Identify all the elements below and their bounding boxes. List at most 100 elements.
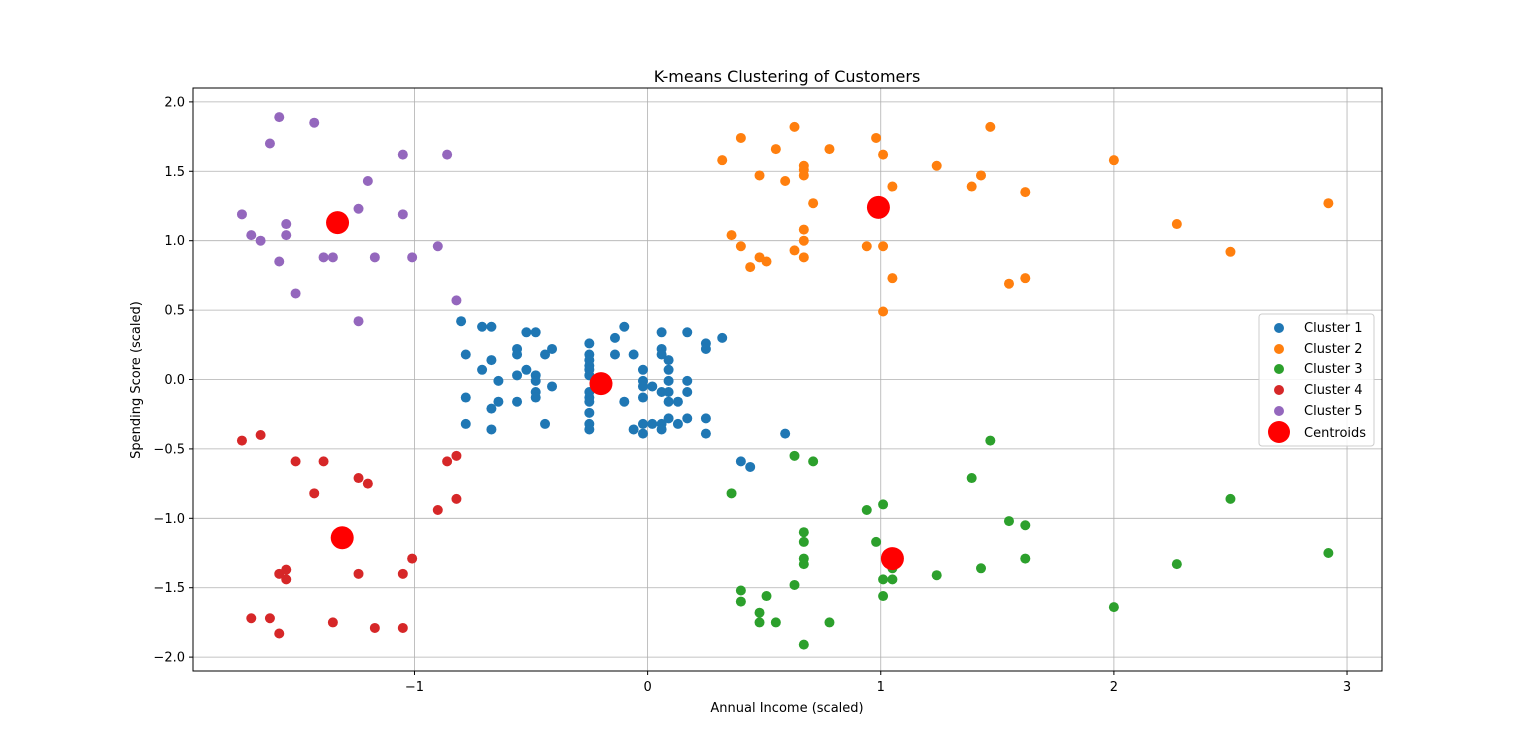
cluster-2-point: [808, 198, 819, 209]
cluster-1-point: [584, 407, 595, 418]
cluster-3-point: [754, 617, 765, 628]
cluster-4-point: [290, 456, 301, 467]
centroid-points: [326, 195, 904, 571]
cluster-1-point: [609, 332, 620, 343]
cluster-2-point: [878, 306, 889, 317]
cluster-2-point: [798, 170, 809, 181]
cluster-1-point: [460, 392, 471, 403]
cluster-1-point: [456, 316, 467, 327]
cluster-4-point: [362, 478, 373, 489]
cluster-1-point: [460, 349, 471, 360]
legend-box: [1258, 313, 1375, 447]
cluster-1-point: [682, 327, 693, 338]
cluster-1-point: [735, 456, 746, 467]
cluster-2-point: [1171, 219, 1182, 230]
cluster-1-point: [663, 386, 674, 397]
cluster-3-point: [976, 563, 987, 574]
cluster-1-point: [637, 364, 648, 375]
cluster-3-point: [1225, 493, 1236, 504]
x-tick-label: −1: [405, 680, 424, 695]
cluster-3-point: [798, 527, 809, 538]
cluster-4-point: [407, 553, 418, 564]
cluster-1-point: [460, 418, 471, 429]
cluster-2-point: [726, 230, 737, 241]
x-tick-label: 2: [1110, 680, 1118, 695]
cluster-1-point: [512, 349, 523, 360]
cluster-5-point: [264, 138, 275, 149]
centroid-point: [330, 526, 354, 550]
cluster-1-point: [547, 343, 558, 354]
x-tick-label: 3: [1343, 680, 1351, 695]
cluster-1-point: [493, 396, 504, 407]
legend-marker-centroids: [1268, 421, 1290, 443]
cluster-5-point: [442, 149, 453, 160]
y-tick-label: 1.5: [164, 165, 185, 180]
cluster-1-point: [672, 418, 683, 429]
cluster-4-point: [353, 568, 364, 579]
cluster-1-point: [663, 364, 674, 375]
cluster-1-point: [637, 381, 648, 392]
cluster-1-point: [700, 343, 711, 354]
cluster-1-point: [486, 424, 497, 435]
cluster-1-point: [512, 370, 523, 381]
cluster-3-point: [966, 473, 977, 484]
cluster-5-point: [246, 230, 257, 241]
cluster-1-point: [656, 349, 667, 360]
cluster-1-point: [477, 364, 488, 375]
cluster-5-point: [407, 252, 418, 263]
cluster-1-point: [647, 381, 658, 392]
cluster-1-point: [628, 424, 639, 435]
cluster-5-point: [353, 316, 364, 327]
cluster-2-point: [780, 176, 791, 187]
y-tick-label: −0.5: [153, 442, 185, 457]
cluster-3-point: [798, 559, 809, 570]
cluster-1-point: [530, 327, 541, 338]
cluster-2-point: [1323, 198, 1334, 209]
cluster-1-point: [521, 364, 532, 375]
centroid-point: [866, 195, 890, 219]
cluster-2-point: [985, 121, 996, 132]
cluster-1-point: [663, 413, 674, 424]
cluster-4-point: [281, 574, 292, 585]
cluster-5-point: [255, 235, 266, 246]
legend-marker-cluster-1: [1274, 323, 1284, 333]
cluster-2-point: [798, 235, 809, 246]
cluster-3-point: [861, 504, 872, 515]
y-axis-ticks: −2.0 −1.5 −1.0 −0.5 0.0 0.5 1.0 1.5 2.0: [153, 95, 193, 666]
cluster-1-point: [619, 396, 630, 407]
cluster-1-point: [682, 375, 693, 386]
cluster-1-point: [609, 349, 620, 360]
cluster-4-point: [442, 456, 453, 467]
cluster-4-point: [451, 450, 462, 461]
legend-label-cluster-3: Cluster 3: [1304, 362, 1363, 377]
data-points: [236, 112, 1334, 650]
cluster-5-point: [397, 149, 408, 160]
cluster-4-point: [397, 568, 408, 579]
cluster-3-point: [1323, 548, 1334, 559]
legend: Cluster 1 Cluster 2 Cluster 3 Cluster 4 …: [1258, 313, 1375, 447]
cluster-1-point: [682, 386, 693, 397]
cluster-1-point: [619, 321, 630, 332]
cluster-1-point: [521, 327, 532, 338]
x-axis-ticks: −1 0 1 2 3: [405, 671, 1351, 695]
cluster-2-point: [871, 132, 882, 143]
cluster-2-point: [761, 256, 772, 267]
legend-label-cluster-1: Cluster 1: [1304, 321, 1363, 336]
y-tick-label: −1.0: [153, 512, 185, 527]
legend-marker-cluster-2: [1274, 344, 1284, 354]
legend-marker-cluster-3: [1274, 364, 1284, 374]
cluster-4-point: [236, 435, 247, 446]
cluster-2-point: [824, 144, 835, 155]
cluster-5-point: [369, 252, 380, 263]
cluster-2-point: [887, 273, 898, 284]
x-tick-label: 0: [643, 680, 651, 695]
cluster-1-point: [628, 349, 639, 360]
cluster-1-point: [700, 413, 711, 424]
cluster-1-point: [637, 392, 648, 403]
cluster-1-point: [486, 321, 497, 332]
cluster-3-point: [1003, 516, 1014, 527]
cluster-2-point: [789, 121, 800, 132]
cluster-1-point: [663, 375, 674, 386]
cluster-2-point: [1108, 155, 1119, 166]
cluster-1-point: [700, 428, 711, 439]
